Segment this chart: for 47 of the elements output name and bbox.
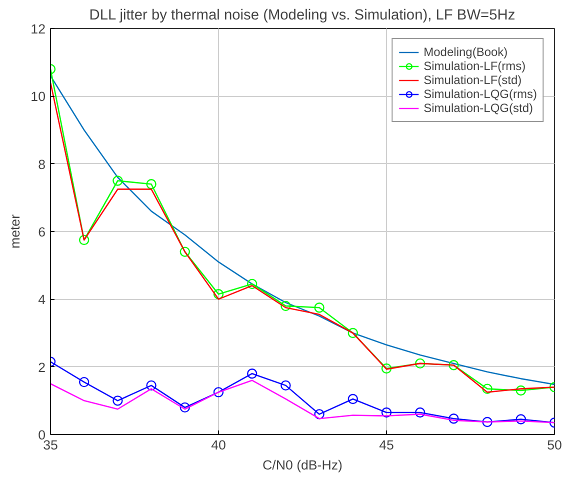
point bbox=[112, 396, 123, 406]
point bbox=[79, 376, 90, 388]
point bbox=[381, 407, 392, 418]
point bbox=[180, 246, 190, 257]
legend-label: Simulation-LQG(std) bbox=[424, 101, 534, 115]
point bbox=[213, 387, 224, 398]
point bbox=[180, 402, 190, 413]
y-tick-label: 8 bbox=[38, 156, 46, 172]
point bbox=[213, 289, 224, 300]
point bbox=[415, 358, 426, 369]
point bbox=[348, 328, 358, 338]
legend-label: Simulation-LF(rms) bbox=[424, 59, 526, 73]
point bbox=[348, 394, 358, 404]
x-tick-label: 40 bbox=[211, 438, 226, 452]
point bbox=[482, 416, 492, 428]
point bbox=[112, 176, 123, 186]
x-tick-label: 35 bbox=[43, 438, 58, 452]
y-tick-label: 4 bbox=[38, 292, 46, 308]
point bbox=[247, 368, 258, 379]
y-tick-label: 2 bbox=[38, 360, 46, 375]
y-axis-title: meter bbox=[8, 214, 23, 249]
legend-label: Simulation-LF(std) bbox=[424, 73, 522, 87]
point bbox=[146, 380, 156, 391]
y-tick-label: 10 bbox=[30, 89, 46, 104]
legend-label: Simulation-LQG(rms) bbox=[424, 87, 537, 101]
x-axis-title: C/N0 (dB-Hz) bbox=[262, 458, 342, 472]
point bbox=[314, 409, 324, 420]
point bbox=[415, 407, 426, 418]
point bbox=[448, 414, 459, 424]
point bbox=[314, 302, 324, 313]
point bbox=[247, 278, 258, 290]
legend-label: Modeling(Book) bbox=[424, 45, 508, 59]
point bbox=[280, 300, 291, 312]
point bbox=[280, 380, 291, 391]
y-tick-label: 12 bbox=[30, 22, 46, 36]
point bbox=[516, 414, 526, 424]
x-tick-label: 50 bbox=[547, 438, 562, 452]
point bbox=[482, 384, 492, 394]
point bbox=[516, 385, 526, 396]
point bbox=[448, 360, 459, 370]
point bbox=[146, 179, 156, 190]
point bbox=[381, 363, 392, 374]
x-tick-label: 45 bbox=[379, 438, 394, 452]
y-tick-label: 6 bbox=[38, 224, 46, 240]
chart-title: DLL jitter by thermal noise (Modeling vs. Simulation), LF BW=5Hz bbox=[89, 8, 516, 24]
line-series bbox=[50, 380, 554, 424]
point bbox=[79, 234, 90, 246]
